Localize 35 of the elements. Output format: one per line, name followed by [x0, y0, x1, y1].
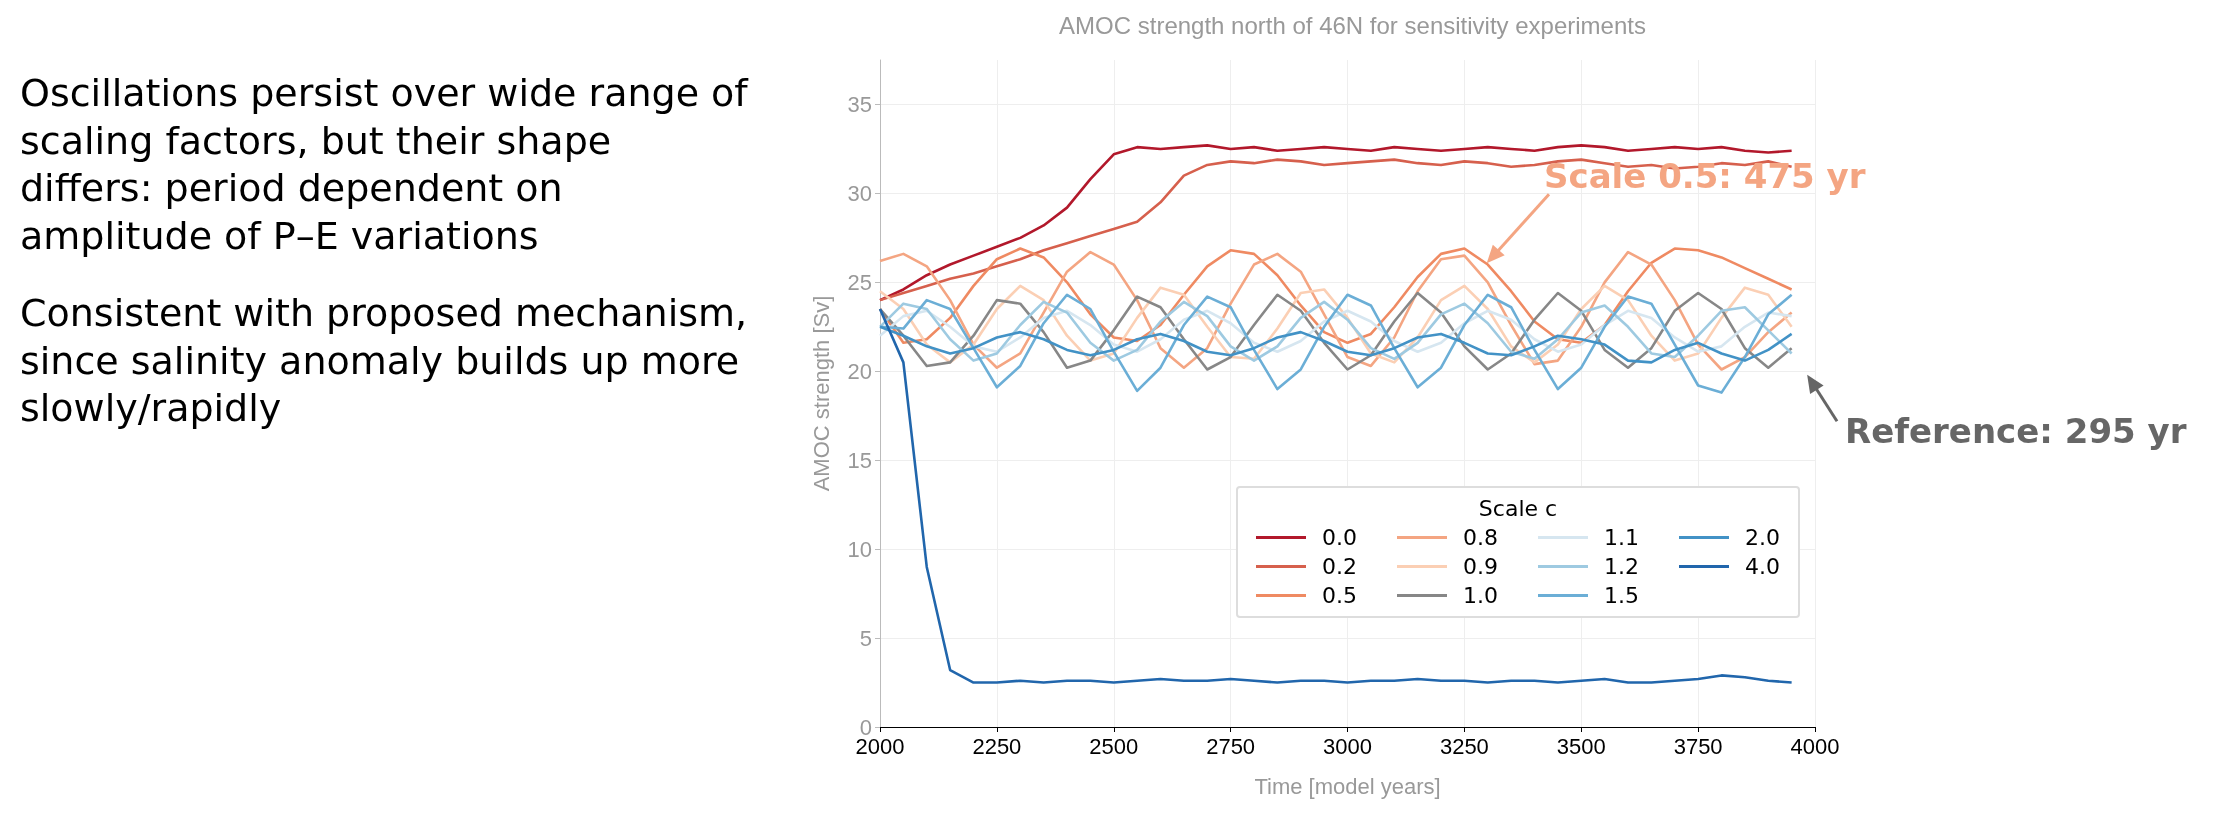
text: Consistent with proposed mechanism, since salinity anomaly builds up more slowly/rapidly [20, 290, 749, 432]
legend-label: 1.1 [1604, 525, 1639, 551]
text: Oscillations persist over wide range of scaling factors, but their shape differs: period dependent on amplitude of P–E variations [20, 70, 750, 260]
y-tick-label: 25 [847, 269, 872, 295]
y-tick-label: 0 [859, 714, 872, 740]
y-tick-label: 20 [847, 358, 872, 384]
legend-label: 2.0 [1745, 525, 1780, 551]
legend-label: 0.8 [1463, 525, 1498, 551]
x-tick-label: 2500 [1089, 733, 1139, 759]
legend-label: 4.0 [1745, 554, 1780, 580]
y-tick-label: 10 [847, 536, 872, 562]
legend-label: 1.0 [1463, 583, 1498, 609]
chart-title: AMOC strength north of 46N for sensitivity experiments [1059, 11, 1646, 39]
y-axis-title: AMOC strength [Sv] [808, 295, 834, 492]
x-tick-label: 3000 [1323, 733, 1372, 759]
x-tick-label: 2750 [1206, 733, 1256, 759]
legend-label: 0.0 [1322, 525, 1357, 551]
legend-label: 0.5 [1322, 583, 1357, 609]
text: Reference: 295 yr [1845, 411, 2187, 452]
x-tick-label: 3250 [1439, 733, 1489, 759]
x-tick-label: 3750 [1673, 733, 1723, 759]
x-tick-label: 2250 [972, 733, 1022, 759]
legend-label: 1.5 [1604, 583, 1639, 609]
x-tick-label: 3500 [1556, 733, 1606, 759]
y-tick-label: 15 [847, 447, 872, 473]
legend-label: 0.2 [1322, 554, 1357, 580]
x-tick-label: 4000 [1790, 733, 1840, 759]
y-tick-label: 35 [847, 91, 872, 117]
legend-title: Scale c [1477, 496, 1559, 522]
x-axis-title: Time [model years] [1254, 773, 1441, 799]
legend-label: 1.2 [1604, 554, 1639, 580]
legend-label: 0.9 [1463, 554, 1498, 580]
y-tick-label: 30 [847, 180, 872, 206]
y-tick-label: 5 [859, 625, 872, 651]
annotation: Scale 0.5: 475 yr [1544, 156, 1866, 197]
